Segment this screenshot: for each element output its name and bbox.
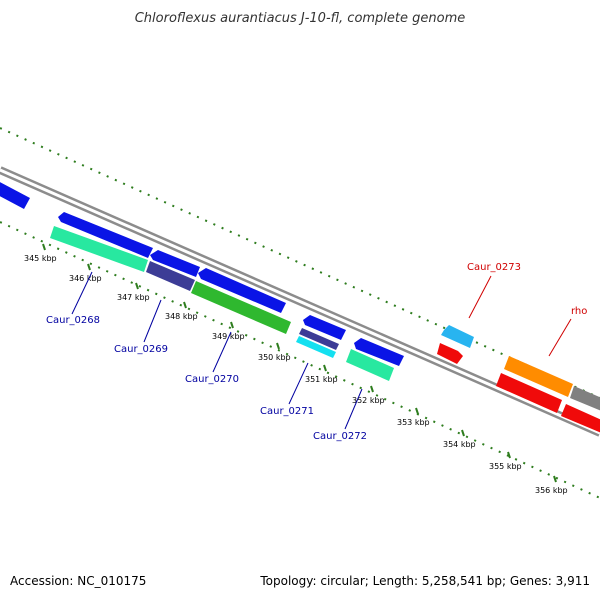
gene-label-leader — [468, 275, 492, 319]
gene-label-leader — [548, 318, 572, 357]
tick-label: 346 kbp — [69, 274, 102, 283]
outer-tick-ring — [0, 127, 600, 399]
major-tick — [135, 282, 139, 290]
map-title: Chloroflexus aurantiacus J-10-fl, comple… — [135, 11, 466, 26]
genome-summary-text: Topology: circular; Length: 5,258,541 bp… — [260, 574, 590, 588]
gray-cds[interactable] — [570, 386, 600, 412]
gene-label[interactable]: Caur_0271 — [260, 406, 314, 417]
tick-label: 353 kbp — [397, 418, 430, 427]
inner-tick-ring — [0, 221, 600, 499]
gene-features — [0, 180, 600, 434]
gene-label-leader — [143, 299, 162, 343]
major-tick — [323, 364, 327, 372]
tick-label: 352 kbp — [352, 396, 385, 405]
gene-label-leader — [71, 271, 93, 315]
green-cds[interactable] — [191, 281, 291, 334]
orange-cds[interactable] — [504, 356, 573, 397]
tick-label: 349 kbp — [212, 332, 245, 341]
red-cds[interactable] — [496, 373, 562, 413]
gene-label-leader — [212, 331, 232, 373]
tick-label: 350 kbp — [258, 353, 291, 362]
major-tick — [370, 385, 374, 393]
tick-label: 347 kbp — [117, 293, 150, 302]
gene-label[interactable]: Caur_0268 — [46, 315, 100, 326]
sky-cds[interactable] — [441, 325, 474, 348]
tick-label: 355 kbp — [489, 462, 522, 471]
teal-cds[interactable] — [346, 349, 394, 381]
tick-label: 356 kbp — [535, 486, 568, 495]
blue-cds[interactable] — [58, 212, 153, 258]
teal-cds[interactable] — [50, 226, 148, 272]
blue-cds[interactable] — [0, 180, 30, 209]
major-tick — [507, 451, 511, 459]
major-tick — [87, 263, 91, 271]
gene-label[interactable]: Caur_0269 — [114, 344, 168, 355]
cyan-cds[interactable] — [296, 336, 336, 358]
gene-label[interactable]: Caur_0272 — [313, 431, 367, 442]
major-tick — [553, 475, 557, 483]
blue-cds[interactable] — [354, 338, 404, 366]
gene-label[interactable]: Caur_0273 — [467, 262, 521, 273]
tick-label: 348 kbp — [165, 312, 198, 321]
blue-cds[interactable] — [150, 250, 200, 277]
backbone-center — [0, 168, 600, 435]
slate-cds[interactable] — [146, 261, 195, 291]
gene-label[interactable]: rho — [571, 306, 587, 317]
major-tick — [183, 301, 187, 309]
gene-label-leader — [288, 362, 309, 405]
tick-label: 351 kbp — [305, 375, 338, 384]
blue-cds[interactable] — [198, 268, 286, 313]
slate-cds[interactable] — [299, 328, 339, 350]
blue-cds[interactable] — [303, 315, 346, 340]
red-cds[interactable] — [561, 404, 600, 434]
major-tick — [42, 243, 46, 251]
gene-label[interactable]: Caur_0270 — [185, 374, 239, 385]
major-tick — [276, 342, 280, 350]
gene-labels: Caur_0268 Caur_0269 Caur_0270 Caur_0271 Caur… — [46, 262, 587, 442]
red-cds[interactable] — [437, 343, 463, 364]
tick-label: 354 kbp — [443, 440, 476, 449]
tick-labels: 345 kbp 346 kbp 347 kbp 348 kbp 349 kbp 350 k… — [24, 254, 568, 495]
accession-text: Accession: NC_010175 — [10, 574, 147, 588]
major-tick — [230, 321, 234, 329]
gene-label-leader — [344, 388, 363, 430]
major-tick — [461, 429, 465, 437]
major-ticks — [42, 243, 557, 483]
major-tick — [415, 407, 419, 415]
tick-label: 345 kbp — [24, 254, 57, 263]
